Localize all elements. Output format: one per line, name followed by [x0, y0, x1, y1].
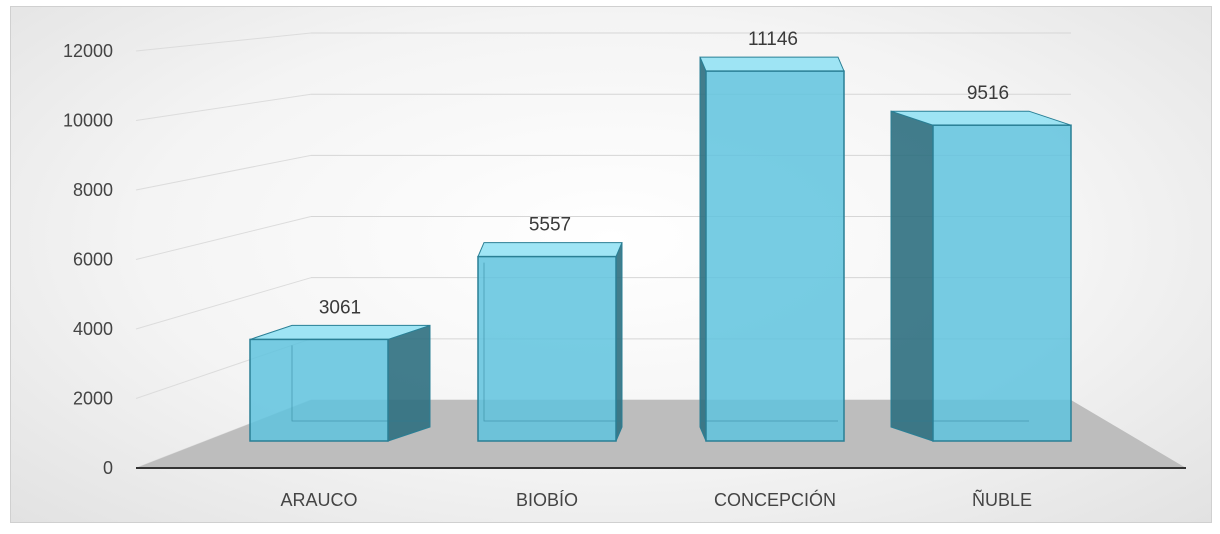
bar-chart: 3061 5557 11146 9516 0 2000 4000 6000 8000 10000…: [63, 29, 1186, 510]
data-label: 3061: [319, 297, 361, 318]
data-label: 9516: [967, 83, 1009, 104]
bar-inner-edge: [890, 131, 1029, 422]
bar-biobío: [477, 242, 623, 442]
data-label: 11146: [748, 29, 798, 50]
bar-inner-edge: [483, 262, 622, 422]
bar-top-face: [477, 242, 623, 258]
x-tick-label: BIOBÍO: [516, 490, 578, 510]
y-tick-label: 4000: [73, 319, 113, 339]
y-axis: 0 2000 4000 6000 8000 10000 12000: [63, 41, 113, 478]
bar-front-face: [932, 124, 1072, 442]
y-tick-label: 12000: [63, 41, 113, 61]
y-tick-label: 8000: [73, 180, 113, 200]
bar-inner-edge: [291, 345, 430, 422]
bar-concepción: [699, 56, 845, 442]
bar-front-face: [705, 70, 845, 442]
x-axis: ARAUCO BIOBÍO CONCEPCIÓN ÑUBLE: [136, 467, 1186, 510]
data-label: 5557: [529, 215, 571, 236]
bar-side-face: [699, 56, 707, 442]
chart-area: 3061 5557 11146 9516 0 2000 4000 6000 8000 10000…: [10, 6, 1212, 523]
bar-side-face: [387, 324, 431, 442]
y-tick-label: 2000: [73, 389, 113, 409]
gridline-side: [135, 93, 312, 121]
gridline-side: [135, 277, 312, 330]
bar-front-face: [477, 255, 617, 442]
y-tick-label: 10000: [63, 111, 113, 131]
gridline-side: [135, 154, 312, 191]
y-tick-label: 0: [103, 458, 113, 478]
gridline-side: [135, 216, 312, 260]
bar-front-face: [249, 338, 389, 442]
bar-side-face: [615, 242, 623, 442]
data-labels: 3061 5557 11146 9516: [319, 29, 1009, 318]
bar-inner-edge: [699, 77, 838, 422]
x-tick-label: CONCEPCIÓN: [714, 489, 836, 510]
bar-top-face: [699, 56, 845, 72]
x-tick-label: ARAUCO: [280, 490, 357, 510]
bar-ñuble: [890, 110, 1072, 442]
bar-arauco: [249, 324, 431, 442]
gridline-side: [135, 32, 312, 52]
y-tick-label: 6000: [73, 250, 113, 270]
bar-side-face: [890, 110, 934, 442]
x-tick-label: ÑUBLE: [972, 489, 1032, 510]
bars: [249, 56, 1072, 442]
